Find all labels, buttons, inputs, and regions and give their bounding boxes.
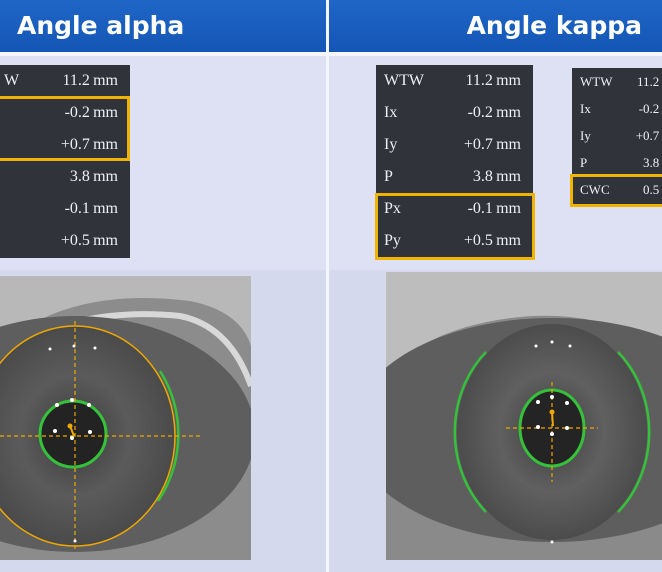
row-p: P 3.8 m: [572, 149, 662, 176]
panel-divider: [326, 0, 329, 572]
row-value: -0.1 mm: [467, 200, 521, 217]
row-value: +0.7 mm: [60, 136, 118, 153]
header-rule: [328, 52, 662, 56]
row-label: Px: [384, 200, 401, 217]
row-label: Ix: [384, 104, 398, 121]
row-value: +0.7 mm: [463, 136, 521, 153]
row-value: -0.2 m: [638, 101, 662, 116]
row-value: +0.5 mm: [463, 232, 521, 249]
measurement-table-small: WTW 11.2 m Ix -0.2 m Iy +0.7 m P 3.8 m C…: [572, 68, 662, 207]
row-label: P: [384, 168, 393, 185]
row-ix: -0.2 mm: [0, 97, 130, 129]
angle-alpha-panel: Angle alpha W 11.2 mm -0.2 mm +0.7 mm 3.…: [0, 0, 328, 572]
row-py: +0.5 mm: [0, 225, 130, 257]
pupil-offset-highlight: [375, 193, 535, 260]
row-py: Py +0.5 mm: [376, 225, 533, 257]
cwc-highlight: [570, 174, 662, 207]
angle-kappa-header: Angle kappa: [328, 0, 662, 52]
row-cwc: CWC 0.5 m: [572, 176, 662, 203]
row-ix: Ix -0.2 mm: [376, 97, 533, 129]
row-label: Ix: [580, 101, 591, 116]
iris-offset-highlight: [0, 96, 130, 161]
row-label: P: [580, 155, 588, 170]
row-label: Iy: [580, 128, 591, 143]
eye-photo-kappa: [386, 272, 662, 560]
row-value: +0.5 mm: [60, 232, 118, 249]
row-value: -0.2 mm: [467, 104, 521, 121]
row-value: -0.1 mm: [64, 200, 118, 217]
row-wtw: W 11.2 mm: [0, 65, 130, 97]
row-px: -0.1 mm: [0, 193, 130, 225]
row-value: 11.2 mm: [465, 72, 522, 89]
header-rule: [0, 52, 328, 56]
row-wtw: WTW 11.2 m: [572, 68, 662, 95]
row-label: W: [4, 72, 20, 89]
row-label: Py: [384, 232, 401, 249]
row-value: 11.2 m: [637, 74, 662, 89]
row-value: 0.5 m: [643, 182, 662, 197]
row-label: CWC: [580, 182, 610, 197]
angle-alpha-title: Angle alpha: [17, 11, 185, 40]
row-p: P 3.8 mm: [376, 161, 533, 193]
row-label: WTW: [580, 74, 613, 89]
row-label: Iy: [384, 136, 398, 153]
row-value: 3.8 mm: [472, 168, 521, 185]
row-value: +0.7 m: [635, 128, 662, 143]
eye-image: [0, 276, 251, 560]
row-iy: Iy +0.7 mm: [376, 129, 533, 161]
row-px: Px -0.1 mm: [376, 193, 533, 225]
row-p: 3.8 mm: [0, 161, 130, 193]
angle-kappa-title: Angle kappa: [466, 11, 642, 40]
row-iy: Iy +0.7 m: [572, 122, 662, 149]
row-label: WTW: [384, 72, 424, 89]
measurement-table-alpha: W 11.2 mm -0.2 mm +0.7 mm 3.8 mm -0.1 mm…: [0, 65, 130, 258]
row-value: 11.2 mm: [62, 72, 119, 89]
row-ix: Ix -0.2 m: [572, 95, 662, 122]
angle-kappa-panel: Angle kappa WTW 11.2 mm Ix -0.2 mm Iy +0…: [328, 0, 662, 572]
row-value: 3.8 mm: [69, 168, 118, 185]
angle-alpha-header: Angle alpha: [0, 0, 328, 52]
eye-image: [386, 272, 662, 560]
row-iy: +0.7 mm: [0, 129, 130, 161]
row-wtw: WTW 11.2 mm: [376, 65, 533, 97]
measurement-table-kappa: WTW 11.2 mm Ix -0.2 mm Iy +0.7 mm P 3.8 …: [376, 65, 533, 258]
row-value: 3.8 m: [643, 155, 662, 170]
row-value: -0.2 mm: [64, 104, 118, 121]
eye-photo-alpha: [0, 276, 251, 560]
